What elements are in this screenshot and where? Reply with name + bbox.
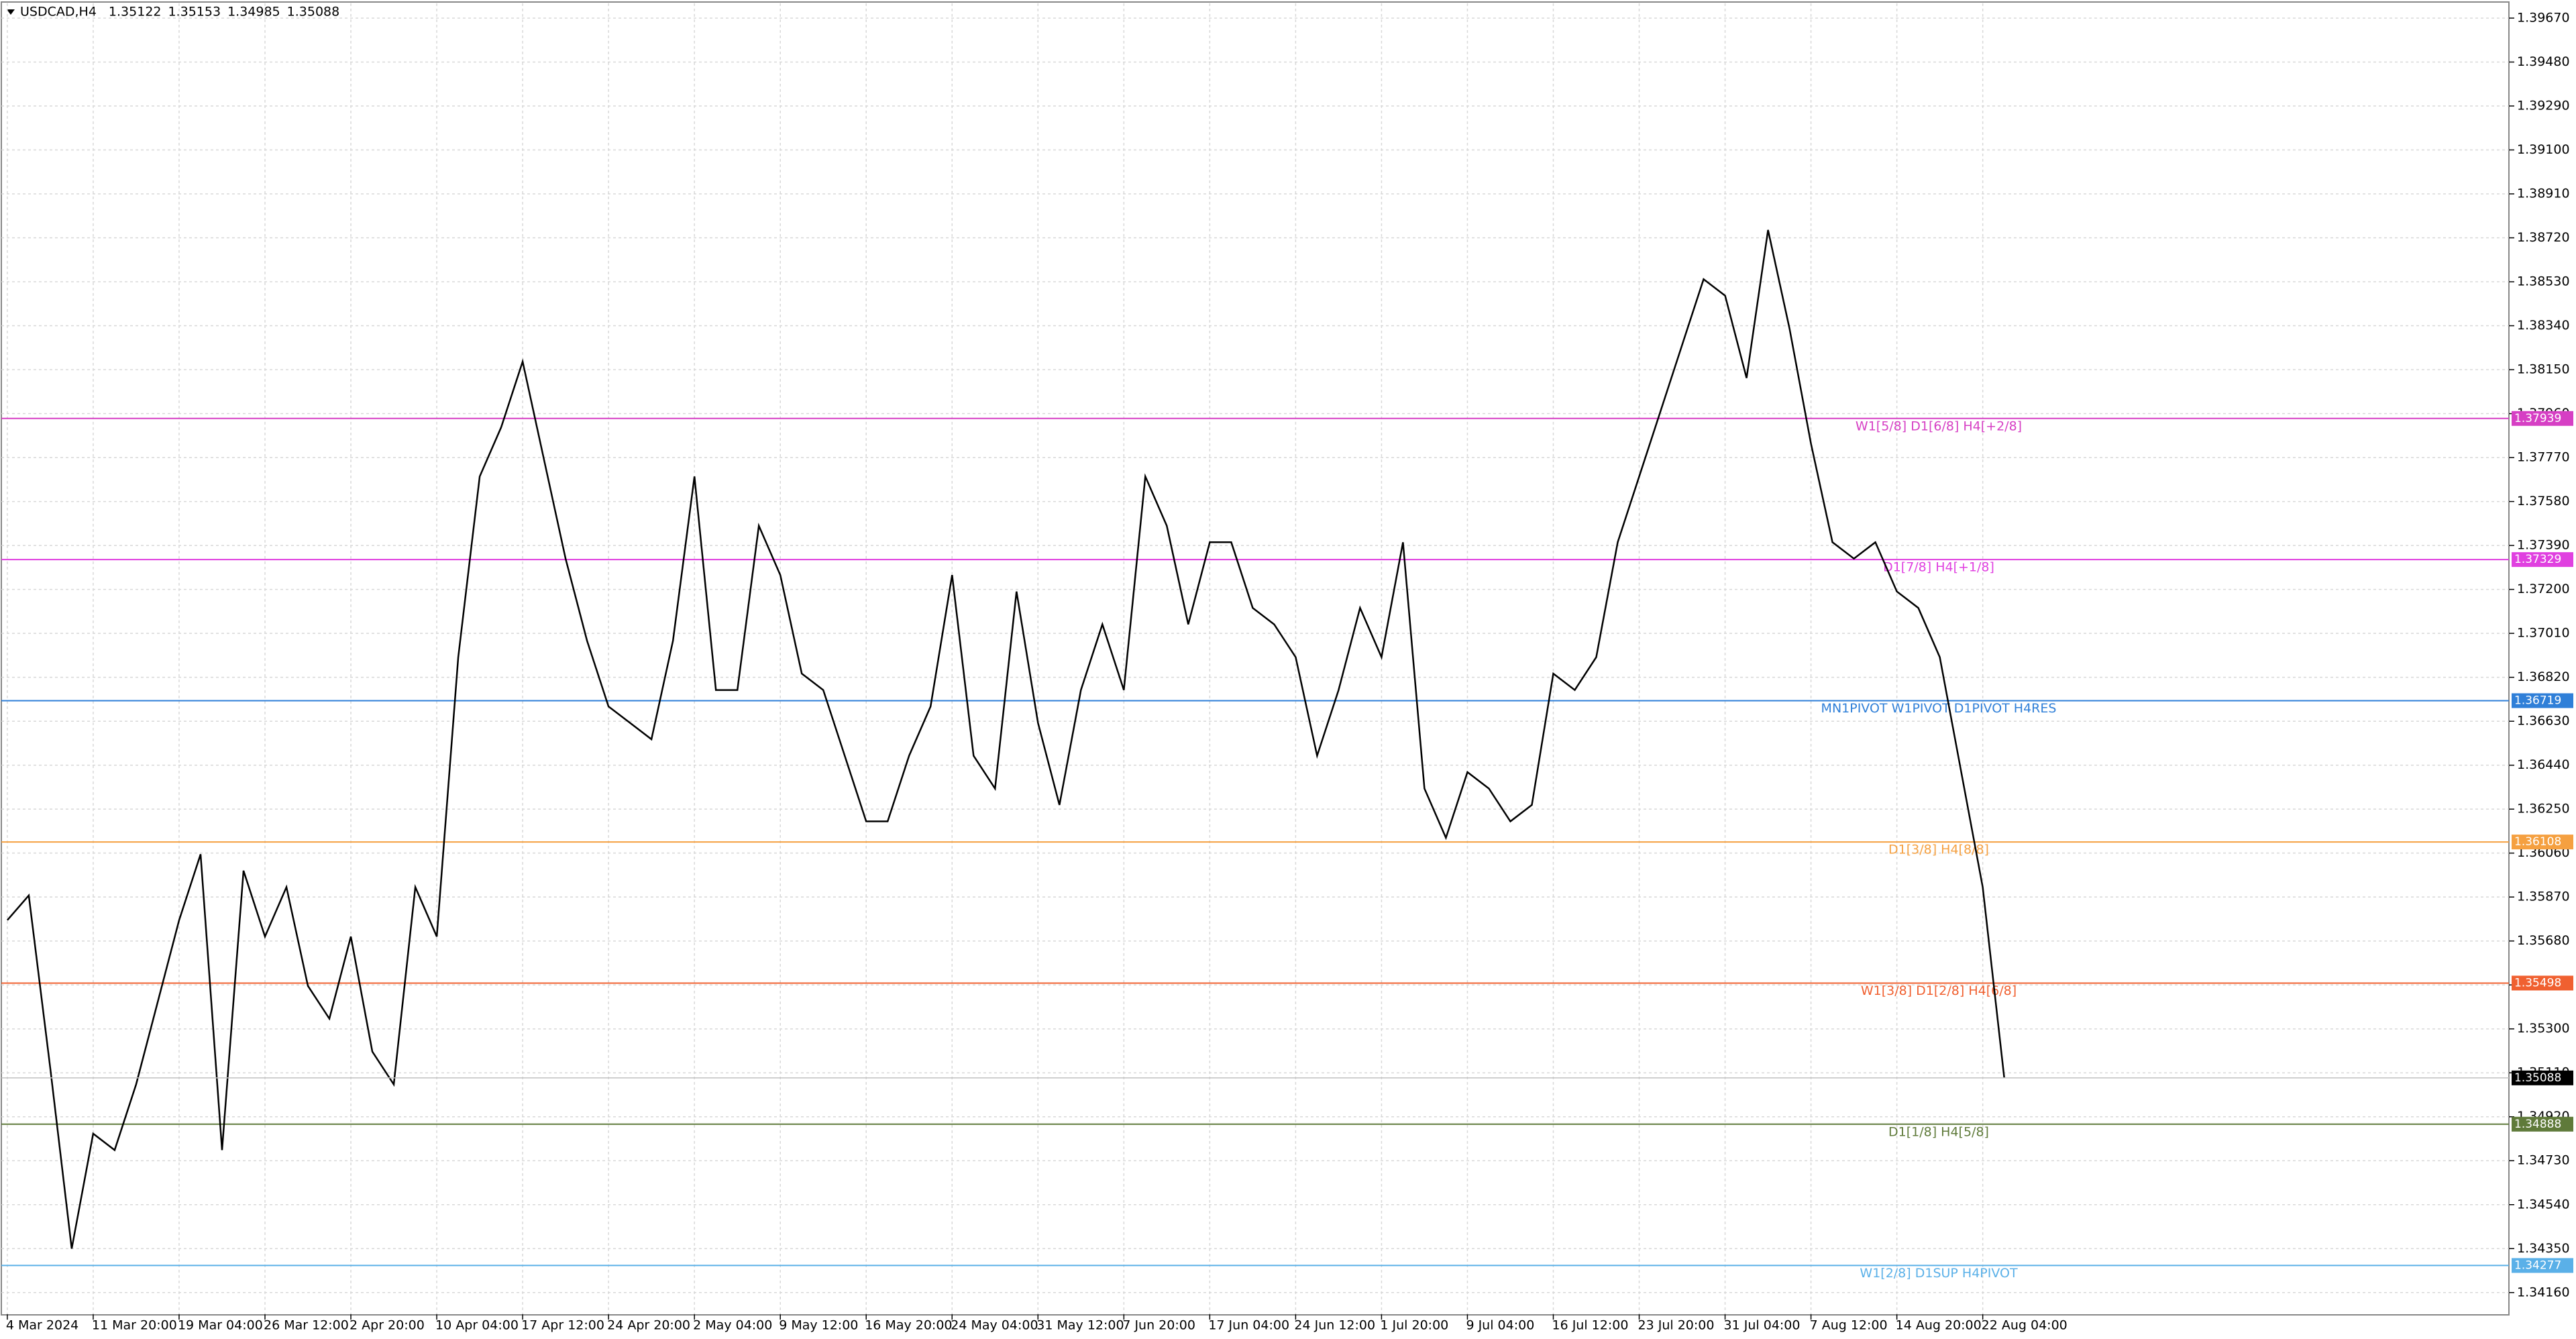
x-tick-label: 23 Jul 20:00: [1638, 1318, 1715, 1333]
level-label: D1[7/8] H4[+1/8]: [1883, 560, 1994, 575]
y-tick-label: 1.37390: [2517, 538, 2570, 553]
price-tag-label: 1.36108: [2514, 835, 2561, 849]
x-tick-label: 9 Jul 04:00: [1466, 1318, 1534, 1333]
x-tick-label: 26 Mar 12:00: [264, 1318, 349, 1333]
x-tick-label: 4 Mar 2024: [6, 1318, 78, 1333]
x-tick-label: 7 Jun 20:00: [1122, 1318, 1195, 1333]
y-tick-label: 1.37580: [2517, 494, 2570, 508]
bid-tag-label: 1.35088: [2514, 1071, 2561, 1085]
x-tick-label: 1 Jul 20:00: [1380, 1318, 1448, 1333]
price-line: [6, 229, 2005, 1249]
x-tick-label: 17 Apr 12:00: [521, 1318, 604, 1333]
y-tick-label: 1.36440: [2517, 757, 2570, 772]
x-tick-label: 31 Jul 04:00: [1724, 1318, 1801, 1333]
price-tag: [2512, 835, 2573, 850]
y-tick-label: 1.35300: [2517, 1021, 2570, 1036]
x-tick-label: 24 May 04:00: [951, 1318, 1038, 1333]
y-tick-label: 1.37200: [2517, 582, 2570, 596]
y-tick-label: 1.38340: [2517, 318, 2570, 333]
level-label: MN1PIVOT W1PIVOT D1PIVOT H4RES: [1821, 701, 2057, 716]
level-label: W1[2/8] D1SUP H4PIVOT: [1860, 1266, 2018, 1281]
y-tick-label: 1.38910: [2517, 186, 2570, 201]
x-tick-label: 16 Jul 12:00: [1552, 1318, 1628, 1333]
price-tag-label: 1.34888: [2514, 1118, 2561, 1131]
ohlc-value: 1.34985: [227, 5, 280, 19]
ohlc-value: 1.35153: [168, 5, 221, 19]
x-tick-label: 7 Aug 12:00: [1810, 1318, 1888, 1333]
y-tick-label: 1.39100: [2517, 142, 2570, 157]
y-tick-label: 1.38150: [2517, 362, 2570, 377]
y-tick-label: 1.37770: [2517, 450, 2570, 465]
x-tick-label: 11 Mar 20:00: [92, 1318, 177, 1333]
level-label: D1[3/8] H4[8/8]: [1888, 843, 1989, 857]
y-tick-label: 1.34730: [2517, 1153, 2570, 1168]
x-tick-label: 9 May 12:00: [779, 1318, 858, 1333]
level-label: W1[5/8] D1[6/8] H4[+2/8]: [1856, 419, 2022, 433]
price-tag: [2512, 975, 2573, 991]
y-tick-label: 1.34540: [2517, 1197, 2570, 1212]
x-tick-label: 17 Jun 04:00: [1208, 1318, 1289, 1333]
y-tick-label: 1.38720: [2517, 230, 2570, 245]
x-tick-label: 22 Aug 04:00: [1982, 1318, 2068, 1333]
x-tick-label: 14 Aug 20:00: [1896, 1318, 1982, 1333]
x-tick-label: 24 Jun 12:00: [1294, 1318, 1375, 1333]
price-tag: [2512, 552, 2573, 568]
y-tick-label: 1.35870: [2517, 890, 2570, 904]
y-tick-label: 1.34350: [2517, 1241, 2570, 1256]
y-tick-label: 1.36250: [2517, 802, 2570, 816]
price-tag-label: 1.34277: [2514, 1258, 2561, 1272]
price-tag-label: 1.37939: [2514, 412, 2561, 425]
bid-tag: [2512, 1070, 2573, 1085]
y-tick-label: 1.36820: [2517, 670, 2570, 684]
y-tick-label: 1.37010: [2517, 626, 2570, 641]
price-tag-label: 1.36719: [2514, 694, 2561, 707]
y-tick-label: 1.34160: [2517, 1285, 2570, 1299]
chart-title: USDCAD,H4: [20, 5, 97, 19]
y-tick-label: 1.39670: [2517, 10, 2570, 25]
y-tick-label: 1.38530: [2517, 274, 2570, 289]
level-label: W1[3/8] D1[2/8] H4[6/8]: [1861, 983, 2017, 998]
plot-frame: [1, 1, 2510, 1316]
y-tick-label: 1.35680: [2517, 933, 2570, 948]
x-tick-label: 24 Apr 20:00: [607, 1318, 690, 1333]
price-tag: [2512, 1258, 2573, 1273]
price-tag: [2512, 1116, 2573, 1132]
ohlc-value: 1.35088: [287, 5, 340, 19]
x-tick-label: 19 Mar 04:00: [178, 1318, 263, 1333]
menu-arrow[interactable]: [7, 9, 15, 15]
x-tick-label: 10 Apr 04:00: [435, 1318, 519, 1333]
y-tick-label: 1.39480: [2517, 54, 2570, 69]
level-label: D1[1/8] H4[5/8]: [1888, 1124, 1989, 1139]
x-tick-label: 2 Apr 20:00: [350, 1318, 425, 1333]
y-tick-label: 1.36630: [2517, 714, 2570, 729]
price-tag-label: 1.35498: [2514, 976, 2561, 989]
price-tag: [2512, 693, 2573, 708]
price-tag-label: 1.37329: [2514, 553, 2561, 566]
x-tick-label: 31 May 12:00: [1036, 1318, 1124, 1333]
ohlc-value: 1.35122: [109, 5, 162, 19]
x-tick-label: 2 May 04:00: [693, 1318, 772, 1333]
y-tick-label: 1.39290: [2517, 98, 2570, 113]
price-tag: [2512, 411, 2573, 426]
x-tick-label: 16 May 20:00: [865, 1318, 952, 1333]
